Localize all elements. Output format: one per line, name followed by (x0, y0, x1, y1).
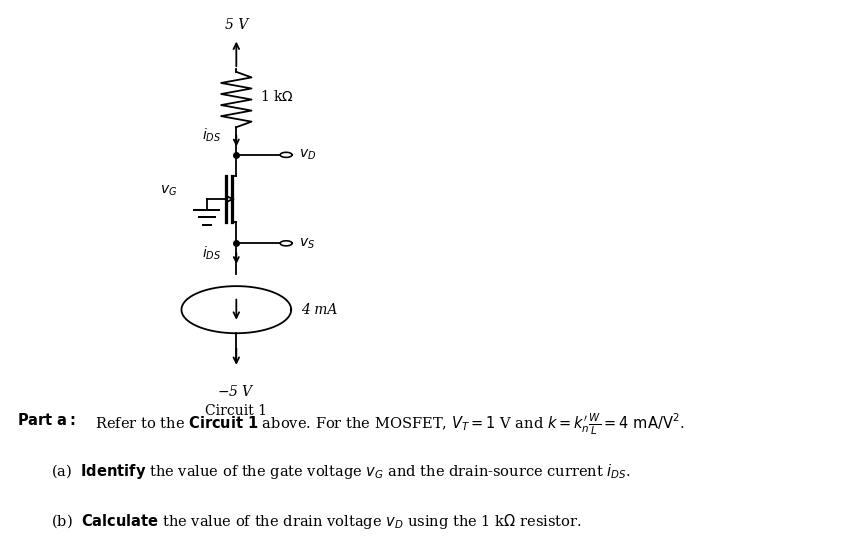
Text: 5 V: 5 V (225, 18, 248, 32)
Text: (b)  $\mathbf{Calculate}$ the value of the drain voltage $v_D$ using the 1 k$\Om: (b) $\mathbf{Calculate}$ the value of th… (51, 512, 582, 530)
Text: Circuit 1: Circuit 1 (205, 404, 268, 418)
Text: $i_{DS}$: $i_{DS}$ (202, 127, 221, 144)
Text: $v_D$: $v_D$ (299, 148, 316, 162)
Text: $-$5 V: $-$5 V (217, 384, 256, 399)
Text: $v_G$: $v_G$ (160, 184, 177, 198)
Text: $i_{DS}$: $i_{DS}$ (202, 244, 221, 262)
Text: (a)  $\mathbf{Identify}$ the value of the gate voltage $v_G$ and the drain-sourc: (a) $\mathbf{Identify}$ the value of the… (51, 462, 630, 481)
Text: 4 mA: 4 mA (301, 302, 338, 317)
Text: 1 k$\Omega$: 1 k$\Omega$ (260, 89, 294, 105)
Text: Refer to the $\mathbf{Circuit\ 1}$ above. For the MOSFET, $V_T = 1$ V and $k = k: Refer to the $\mathbf{Circuit\ 1}$ above… (95, 412, 684, 437)
Text: $v_S$: $v_S$ (299, 236, 315, 251)
Text: $\mathbf{Part\ a:}$: $\mathbf{Part\ a:}$ (17, 412, 75, 428)
